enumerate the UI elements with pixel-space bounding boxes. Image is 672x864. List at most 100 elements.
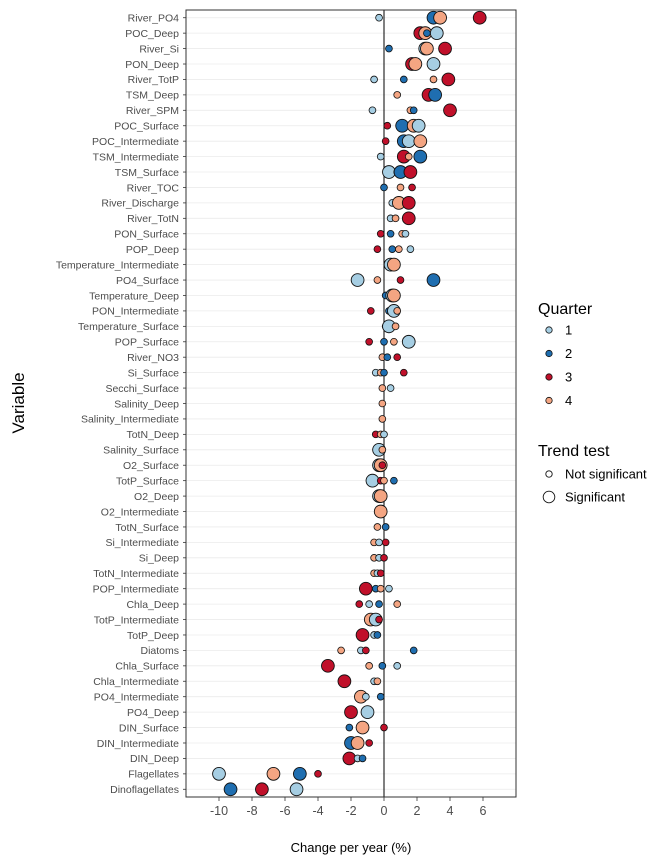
data-point — [399, 75, 408, 84]
data-point — [401, 334, 416, 349]
data-point — [381, 137, 390, 145]
data-point — [337, 674, 352, 689]
data-point — [393, 600, 402, 608]
y-tick-label: Salinity_Deep — [114, 398, 179, 410]
x-tick-label: 4 — [447, 804, 454, 818]
data-point — [365, 600, 373, 608]
y-tick-label: PO4_Intermediate — [94, 691, 179, 703]
y-tick-label: PO4_Deep — [127, 707, 179, 719]
data-point — [420, 41, 434, 56]
data-point — [399, 368, 408, 377]
y-tick-label: Temperature_Surface — [78, 321, 179, 333]
data-point — [373, 245, 382, 253]
data-point — [411, 118, 426, 133]
legend-quarter-key — [545, 349, 553, 358]
data-points — [212, 10, 487, 797]
data-point — [438, 41, 452, 56]
y-tick-label: Secchi_Surface — [105, 383, 179, 395]
data-point — [376, 229, 385, 238]
data-point — [433, 10, 447, 25]
legend-trend-title: Trend test — [538, 443, 610, 460]
data-point — [423, 29, 431, 37]
x-tick-label: 2 — [414, 804, 421, 818]
data-point — [391, 322, 400, 331]
data-point — [387, 257, 401, 272]
legend-quarter-key — [545, 373, 553, 381]
y-tick-label: O2_Intermediate — [101, 506, 179, 518]
data-point — [255, 782, 269, 797]
data-point — [385, 584, 393, 593]
data-point — [395, 118, 410, 133]
data-point — [223, 782, 238, 797]
data-point — [378, 384, 387, 392]
data-point — [393, 91, 402, 99]
y-tick-label: TotP_Surface — [116, 475, 179, 487]
data-point — [393, 662, 402, 670]
data-point — [378, 461, 387, 470]
legend-trend-key — [545, 470, 553, 478]
y-tick-label: DIN_Deep — [130, 753, 179, 765]
legend-quarter-label: 4 — [565, 393, 572, 408]
data-point — [380, 183, 388, 192]
data-point — [362, 692, 370, 701]
y-tick-label: TSM_Deep — [126, 90, 179, 102]
data-point — [373, 504, 388, 519]
y-tick-label: River_TotP — [128, 74, 179, 86]
data-point — [401, 211, 416, 226]
data-point — [373, 677, 382, 686]
y-tick-label: Si_Surface — [128, 367, 180, 379]
legend-quarter-label: 1 — [565, 323, 572, 338]
y-tick-label: O2_Surface — [123, 460, 179, 472]
data-point — [375, 615, 383, 624]
y-tick-label: Salinity_Surface — [103, 445, 179, 457]
y-tick-label: POP_Deep — [126, 244, 179, 256]
grid-lines — [186, 17, 516, 790]
data-point — [376, 584, 385, 593]
data-point — [375, 538, 383, 547]
y-tick-label: Flagellates — [128, 769, 179, 781]
data-point — [380, 337, 388, 346]
y-tick-label: POC_Deep — [125, 28, 179, 40]
data-point — [380, 723, 388, 732]
y-tick-label: River_TOC — [127, 182, 180, 194]
data-point — [395, 245, 403, 253]
data-point — [390, 476, 398, 485]
data-point — [376, 152, 385, 161]
data-point — [429, 75, 438, 84]
data-point — [378, 445, 387, 454]
data-point — [358, 754, 367, 763]
data-point — [344, 705, 358, 719]
data-point — [393, 353, 402, 362]
y-tick-label: River_PO4 — [128, 13, 180, 25]
data-point — [375, 13, 383, 22]
data-point — [345, 723, 354, 732]
data-point — [380, 476, 388, 485]
data-point — [472, 10, 487, 25]
data-point — [401, 134, 416, 149]
legend: Quarter 1 2 3 4 Trend test Not significant S… — [538, 301, 647, 505]
data-point — [376, 692, 385, 701]
y-tick-label: O2_Deep — [134, 491, 179, 503]
y-tick-label: Diatoms — [140, 645, 179, 657]
data-point — [381, 523, 390, 531]
legend-quarter-label: 3 — [565, 370, 572, 385]
data-point — [403, 165, 418, 179]
data-point — [404, 152, 413, 161]
data-point — [359, 581, 373, 596]
y-tick-label: PO4_Surface — [116, 275, 179, 287]
y-tick-label: Si_Intermediate — [105, 537, 179, 549]
legend-quarter-key — [545, 326, 553, 334]
y-tick-label: Dinoflagellates — [110, 784, 179, 796]
legend-trend-label: Significant — [565, 490, 625, 505]
data-point — [289, 782, 304, 797]
x-tick-label: 0 — [381, 804, 388, 818]
data-point — [314, 770, 322, 778]
data-point — [406, 245, 415, 253]
y-tick-label: PON_Intermediate — [92, 306, 179, 318]
y-tick-label: TotN_Deep — [126, 429, 179, 441]
y-tick-label: River_Discharge — [101, 198, 179, 210]
data-point — [321, 658, 335, 673]
y-tick-label: Temperature_Deep — [89, 290, 179, 302]
data-point — [365, 662, 373, 670]
